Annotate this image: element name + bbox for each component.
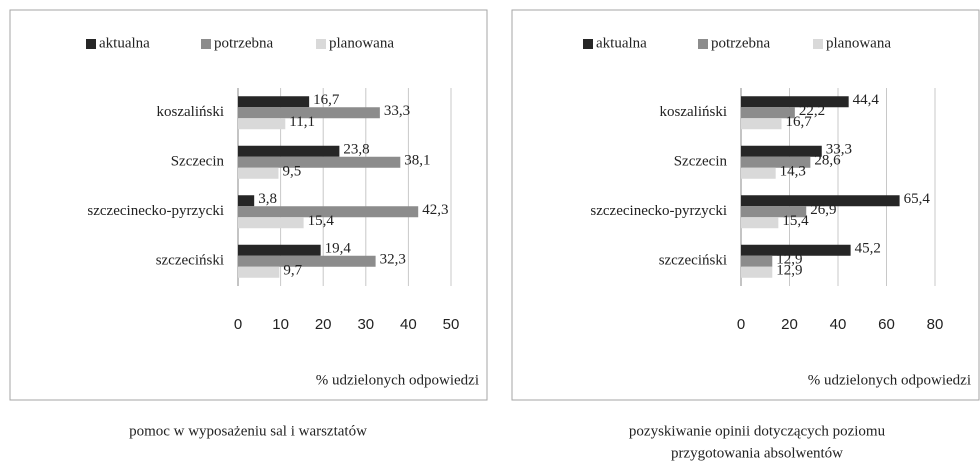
data-label: 12,9 xyxy=(776,252,802,268)
bar xyxy=(741,118,782,130)
data-label: 16,7 xyxy=(313,92,340,108)
bar xyxy=(238,107,380,119)
chart-frame xyxy=(511,9,980,401)
bar xyxy=(741,266,773,278)
bar xyxy=(238,96,310,108)
data-label: 15,4 xyxy=(308,213,335,229)
data-label: 38,1 xyxy=(404,153,430,169)
bar xyxy=(238,255,376,267)
bar xyxy=(741,167,776,179)
data-label: 19,4 xyxy=(325,241,352,257)
data-label: 32,3 xyxy=(380,252,406,268)
x-tick-label: 60 xyxy=(878,316,895,333)
bar xyxy=(238,145,340,157)
bar xyxy=(238,266,280,278)
data-label: 14,3 xyxy=(780,164,806,180)
x-tick-label: 40 xyxy=(400,316,417,333)
bar xyxy=(238,206,419,218)
bar xyxy=(741,145,822,157)
y-tick-label: szczeciński xyxy=(156,253,224,269)
y-tick-label: Szczecin xyxy=(674,154,728,170)
data-label: 9,7 xyxy=(283,263,302,279)
caption: pozyskiwanie opinii dotyczących poziomu xyxy=(629,423,886,439)
x-tick-label: 10 xyxy=(272,316,289,333)
bar xyxy=(238,118,286,130)
y-tick-label: szczecinecko-pyrzycki xyxy=(87,203,224,219)
data-label: 9,5 xyxy=(282,164,301,180)
bar xyxy=(238,156,401,168)
x-tick-label: 20 xyxy=(315,316,332,333)
bar xyxy=(741,217,779,229)
x-tick-label: 20 xyxy=(781,316,798,333)
bar xyxy=(741,107,795,119)
data-label: 28,6 xyxy=(814,153,841,169)
x-tick-label: 50 xyxy=(443,316,460,333)
data-label: 3,8 xyxy=(258,191,277,207)
y-tick-label: szczeciński xyxy=(659,253,727,269)
bar xyxy=(238,244,321,256)
y-tick-label: Szczecin xyxy=(171,154,225,170)
data-label: 23,8 xyxy=(343,142,369,158)
data-label: 33,3 xyxy=(826,142,852,158)
bar xyxy=(741,255,773,267)
axis-title: % udzielonych odpowiedzi xyxy=(808,372,971,388)
legend-swatch xyxy=(201,39,211,49)
x-tick-label: 0 xyxy=(234,316,242,333)
bar xyxy=(238,217,304,229)
data-label: 65,4 xyxy=(904,191,931,207)
x-tick-label: 30 xyxy=(357,316,374,333)
caption: pomoc w wyposażeniu sal i warsztatów xyxy=(129,423,367,439)
legend-label: potrzebna xyxy=(711,35,770,51)
legend-swatch xyxy=(813,39,823,49)
chart-frame xyxy=(9,9,488,401)
bar xyxy=(741,195,900,207)
data-label: 11,1 xyxy=(289,114,315,130)
axis-title: % udzielonych odpowiedzi xyxy=(316,372,479,388)
data-label: 22,2 xyxy=(799,103,825,119)
data-label: 33,3 xyxy=(384,103,410,119)
data-label: 16,7 xyxy=(785,114,812,130)
bar xyxy=(238,167,279,179)
legend-swatch xyxy=(698,39,708,49)
legend-label: aktualna xyxy=(99,35,150,51)
bar xyxy=(238,195,255,207)
bar xyxy=(741,244,851,256)
legend-swatch xyxy=(583,39,593,49)
bar xyxy=(741,96,849,108)
data-label: 45,2 xyxy=(855,241,881,257)
x-tick-label: 80 xyxy=(927,316,944,333)
legend-label: planowana xyxy=(329,35,394,51)
y-tick-label: koszaliński xyxy=(157,104,225,120)
y-tick-label: szczecinecko-pyrzycki xyxy=(590,203,727,219)
legend-swatch xyxy=(316,39,326,49)
legend-label: planowana xyxy=(826,35,891,51)
caption: przygotowania absolwentów xyxy=(671,445,843,461)
data-label: 44,4 xyxy=(853,92,880,108)
y-tick-label: koszaliński xyxy=(660,104,728,120)
bar xyxy=(741,206,807,218)
legend-swatch xyxy=(86,39,96,49)
data-label: 12,9 xyxy=(776,263,802,279)
data-label: 15,4 xyxy=(782,213,809,229)
x-tick-label: 40 xyxy=(830,316,847,333)
x-tick-label: 0 xyxy=(737,316,745,333)
legend-label: potrzebna xyxy=(214,35,273,51)
bar xyxy=(741,156,811,168)
data-label: 42,3 xyxy=(422,202,448,218)
legend-label: aktualna xyxy=(596,35,647,51)
data-label: 26,9 xyxy=(810,202,836,218)
